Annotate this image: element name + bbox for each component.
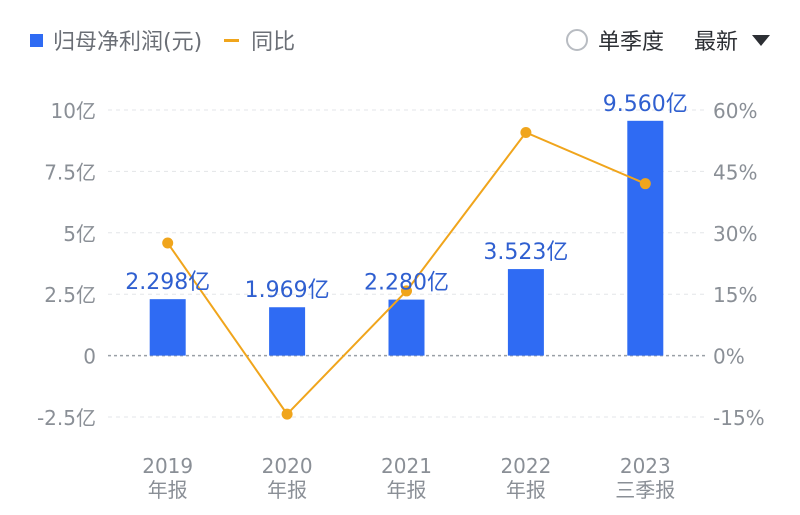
yoy-point xyxy=(520,127,532,139)
sort-dropdown-label: 最新 xyxy=(693,30,738,55)
y-axis-right-tick-label: 30% xyxy=(713,222,757,246)
legend-line-swatch xyxy=(224,38,240,42)
legend-net-profit-label: 归母净利润(元) xyxy=(53,30,203,55)
single-quarter-radio[interactable] xyxy=(565,29,588,51)
bar xyxy=(507,269,544,356)
y-axis-left-tick-label: -2.5亿 xyxy=(37,406,96,430)
x-axis-tick-label: 2023 xyxy=(620,454,671,478)
x-axis-tick-label: 2022 xyxy=(500,454,551,478)
y-axis-left-tick-label: 10亿 xyxy=(51,99,96,123)
x-axis-tick-label: 三季报 xyxy=(615,478,675,502)
yoy-point xyxy=(162,237,174,249)
chart-controls: 单季度 最新 xyxy=(565,22,770,58)
bar xyxy=(388,299,425,356)
x-axis-tick-label: 年报 xyxy=(387,478,427,502)
x-axis-tick-label: 年报 xyxy=(267,478,307,502)
yoy-point xyxy=(281,408,293,420)
bar xyxy=(149,299,186,356)
y-axis-left-tick-label: 7.5亿 xyxy=(44,160,96,184)
bar-data-label: 1.969亿 xyxy=(245,278,330,303)
y-axis-right-tick-label: 15% xyxy=(713,283,757,307)
sort-dropdown[interactable]: 最新 xyxy=(694,24,770,56)
yoy-point xyxy=(639,178,651,190)
y-axis-right-tick-label: 60% xyxy=(713,99,757,123)
bar-data-label: 3.523亿 xyxy=(483,240,568,265)
bar-data-label: 9.560亿 xyxy=(603,92,688,117)
y-axis-right-tick-label: 0% xyxy=(713,345,745,369)
x-axis-tick-label: 2019 xyxy=(142,454,193,478)
x-axis-tick-label: 年报 xyxy=(506,478,546,502)
chevron-down-icon xyxy=(752,34,770,46)
legend-yoy-label: 同比 xyxy=(251,30,296,55)
legend-item-net-profit: 归母净利润(元) xyxy=(30,24,202,56)
x-axis-tick-label: 年报 xyxy=(148,478,188,502)
bar xyxy=(269,307,306,356)
legend-item-yoy: 同比 xyxy=(224,24,295,56)
x-axis-tick-label: 2021 xyxy=(381,454,432,478)
legend-bar-swatch xyxy=(30,33,43,47)
x-axis-tick-label: 2020 xyxy=(262,454,313,478)
bar-data-label: 2.280亿 xyxy=(364,271,449,296)
y-axis-left-tick-label: 5亿 xyxy=(63,222,96,246)
y-axis-right-tick-label: 45% xyxy=(713,160,757,184)
single-quarter-label[interactable]: 单季度 xyxy=(597,30,664,55)
bar xyxy=(627,120,664,356)
y-axis-left-tick-label: 0 xyxy=(83,345,96,369)
yoy-point xyxy=(401,285,412,297)
bar-data-label: 2.298亿 xyxy=(125,270,210,295)
chart-legend: 归母净利润(元) 同比 xyxy=(30,22,317,58)
y-axis-left-tick-label: 2.5亿 xyxy=(44,283,96,307)
y-axis-right-tick-label: -15% xyxy=(713,406,765,430)
